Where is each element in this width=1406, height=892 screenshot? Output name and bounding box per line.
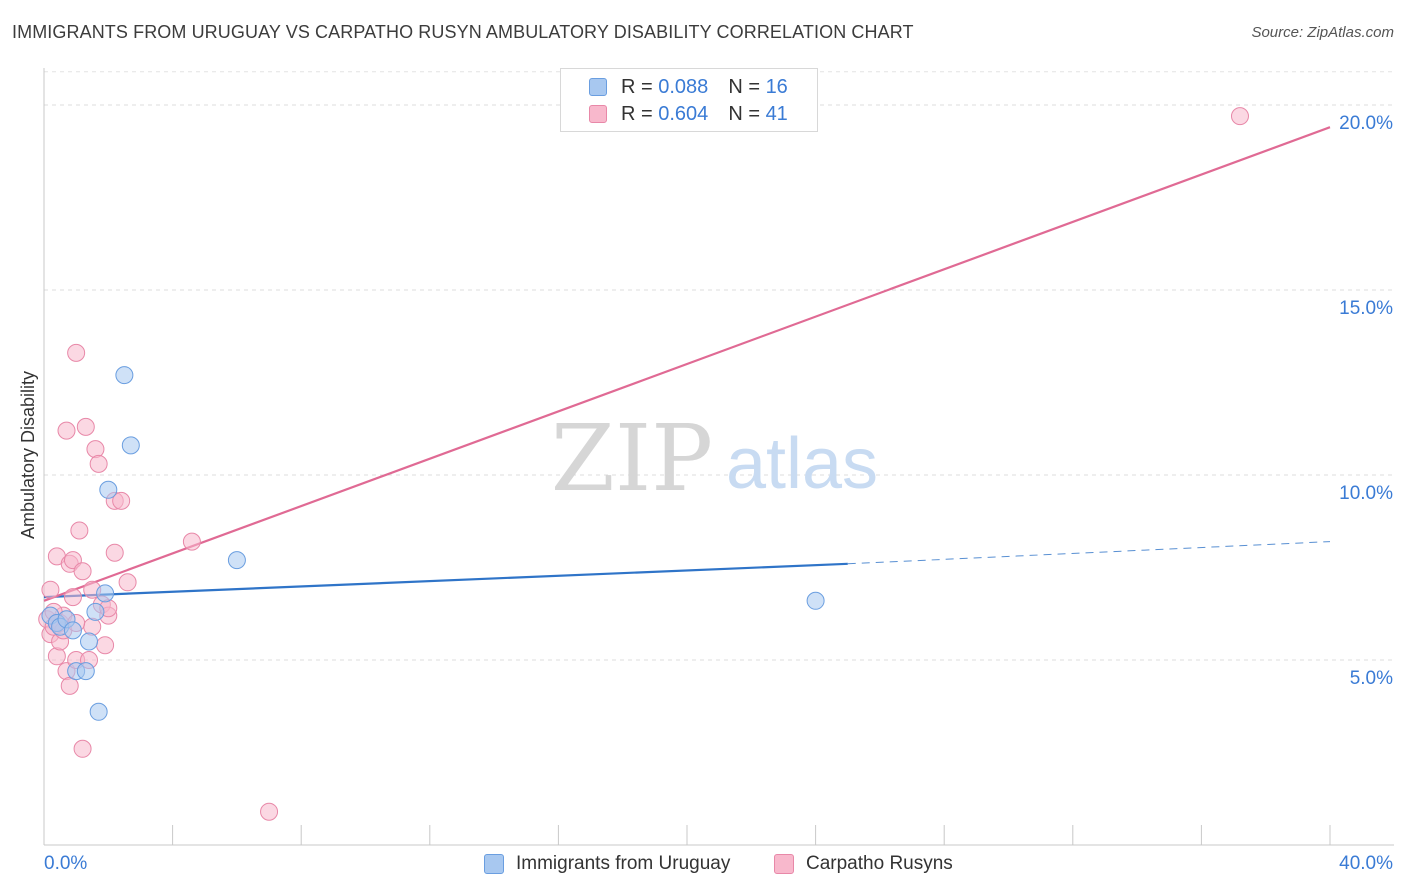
point-rusyn (89, 454, 108, 473)
point-uruguay (99, 480, 118, 499)
legend-r-value: 0.604 (658, 102, 709, 125)
point-uruguay (80, 632, 99, 651)
bottom-legend-label: Immigrants from Uruguay (516, 853, 731, 874)
data-points (38, 107, 1249, 821)
trend-line-uruguay (43, 562, 848, 599)
axes (43, 68, 1394, 846)
point-uruguay (227, 551, 246, 570)
point-rusyn (60, 676, 79, 695)
correlation-legend: R = 0.088 N = 16 R = 0.604 N = 41 (560, 68, 818, 132)
point-rusyn (73, 562, 92, 581)
point-rusyn (41, 580, 60, 599)
chart-title: IMMIGRANTS FROM URUGUAY VS CARPATHO RUSY… (12, 22, 914, 42)
point-rusyn (83, 617, 102, 636)
legend-r-label: R = (621, 102, 653, 125)
point-rusyn (1230, 107, 1249, 126)
point-uruguay (96, 584, 115, 603)
legend-row-rusyn: R = 0.604 N = 41 (589, 102, 788, 126)
tick-labels: 5.0% 10.0% 15.0% 20.0% 0.0% 40.0% (44, 113, 1393, 874)
x-tick-label: 40.0% (1339, 853, 1393, 874)
point-rusyn (63, 588, 82, 607)
legend-swatch-rusyn (589, 105, 607, 123)
point-rusyn (70, 521, 89, 540)
point-uruguay (89, 702, 108, 721)
point-uruguay (76, 662, 95, 681)
legend-r-label: R = (621, 75, 653, 98)
point-rusyn (118, 573, 137, 592)
point-rusyn (57, 421, 76, 440)
legend-n-label: N = (728, 102, 760, 125)
point-uruguay (115, 366, 134, 385)
y-tick-label: 15.0% (1339, 298, 1393, 319)
x-tick-label: 0.0% (44, 853, 87, 874)
legend-n-value: 16 (765, 75, 788, 98)
source-label: Source: ZipAtlas.com (1251, 24, 1394, 41)
point-rusyn (112, 491, 131, 510)
trend-line-uruguay-extension (847, 541, 1331, 565)
watermark-atlas: atlas (726, 424, 878, 504)
point-rusyn (105, 543, 124, 562)
legend-row-uruguay: R = 0.088 N = 16 (589, 75, 788, 99)
grid-lines (44, 71, 1394, 661)
watermark: ZIP atlas (551, 405, 878, 512)
trend-lines (43, 126, 1331, 602)
bottom-legend-rusyn: Carpatho Rusyns (774, 852, 953, 876)
legend-swatch-uruguay (589, 78, 607, 96)
point-rusyn (47, 647, 66, 666)
trend-line-rusyn (43, 126, 1331, 602)
y-tick-label: 20.0% (1339, 113, 1393, 134)
legend-n-label: N = (728, 75, 760, 98)
point-rusyn (73, 739, 92, 758)
point-uruguay (63, 621, 82, 640)
legend-n-value: 41 (765, 102, 788, 125)
legend-r-value: 0.088 (658, 75, 709, 98)
bottom-legend-label: Carpatho Rusyns (806, 853, 953, 874)
point-rusyn (76, 417, 95, 436)
point-rusyn (96, 636, 115, 655)
bottom-legend-swatch-uruguay (484, 854, 504, 874)
y-tick-label: 10.0% (1339, 483, 1393, 504)
y-axis-label: Ambulatory Disability (18, 371, 38, 539)
point-rusyn (86, 440, 105, 459)
watermark-zip: ZIP (551, 405, 713, 512)
point-uruguay (806, 591, 825, 610)
point-uruguay (86, 602, 105, 621)
bottom-legend-uruguay: Immigrants from Uruguay (484, 852, 730, 876)
point-rusyn (67, 343, 86, 362)
point-rusyn (182, 532, 201, 551)
y-tick-label: 5.0% (1350, 668, 1393, 689)
bottom-legend-swatch-rusyn (774, 854, 794, 874)
point-uruguay (121, 436, 140, 455)
point-rusyn (260, 802, 279, 821)
